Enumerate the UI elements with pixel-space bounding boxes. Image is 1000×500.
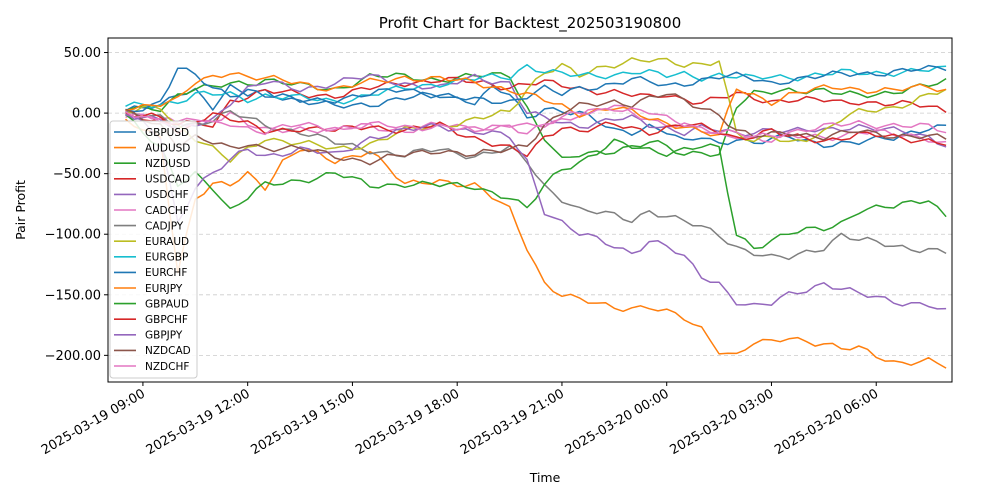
legend-label-gbpaud: GBPAUD [145,298,189,310]
series-line-gbpchf [125,111,947,158]
legend-label-usdcad: USDCAD [145,174,190,186]
legend-label-gbpusd: GBPUSD [145,127,189,139]
y-tick-label: −150.00 [45,288,101,303]
legend-label-nzdusd: NZDUSD [145,158,191,170]
x-axis-label: Time [529,470,561,485]
y-tick-label: −50.00 [53,167,101,182]
legend-label-usdchf: USDCHF [145,189,189,201]
legend-box [109,120,198,379]
series-line-nzdusd [125,72,947,158]
legend-label-cadjpy: CADJPY [145,220,184,232]
series-line-gbpjpy [125,114,947,310]
series-line-eurchf [125,64,947,113]
legend-label-gbpchf: GBPCHF [145,314,188,326]
series-line-usdcad [125,76,947,134]
y-tick-label: 0.00 [72,107,101,122]
legend-label-nzdchf: NZDCHF [145,361,189,373]
y-tick-label: 50.00 [64,46,101,61]
series-line-cadjpy [125,110,947,261]
plot-frame [107,37,953,383]
series-lines [125,57,947,369]
legend: GBPUSD AUDUSD NZDUSD USDCAD USDCHF CADCHF CADJ… [109,120,198,379]
series-line-nzdcad [125,93,947,166]
chart-title: Profit Chart for Backtest_202503190800 [379,14,682,33]
legend-label-euraud: EURAUD [145,236,189,248]
y-axis-label: Pair Profit [13,180,28,240]
series-line-nzdchf [125,107,947,139]
legend-label-nzdcad: NZDCAD [145,345,191,357]
y-tick-label: −200.00 [45,349,101,364]
y-axis: 50.00 0.00 −50.00 −100.00 −150.00 −200.00 [45,46,108,364]
series-line-gbpaud [125,114,947,250]
legend-label-eurchf: EURCHF [145,267,187,279]
y-tick-label: −100.00 [45,228,101,243]
legend-label-gbpjpy: GBPJPY [145,330,183,342]
legend-label-audusd: AUDUSD [145,142,190,154]
legend-label-cadchf: CADCHF [145,205,189,217]
legend-label-eurgbp: EURGBP [145,252,188,264]
series-line-eurjpy [125,72,947,137]
legend-label-eurjpy: EURJPY [145,283,183,295]
series-line-audusd [125,118,947,369]
